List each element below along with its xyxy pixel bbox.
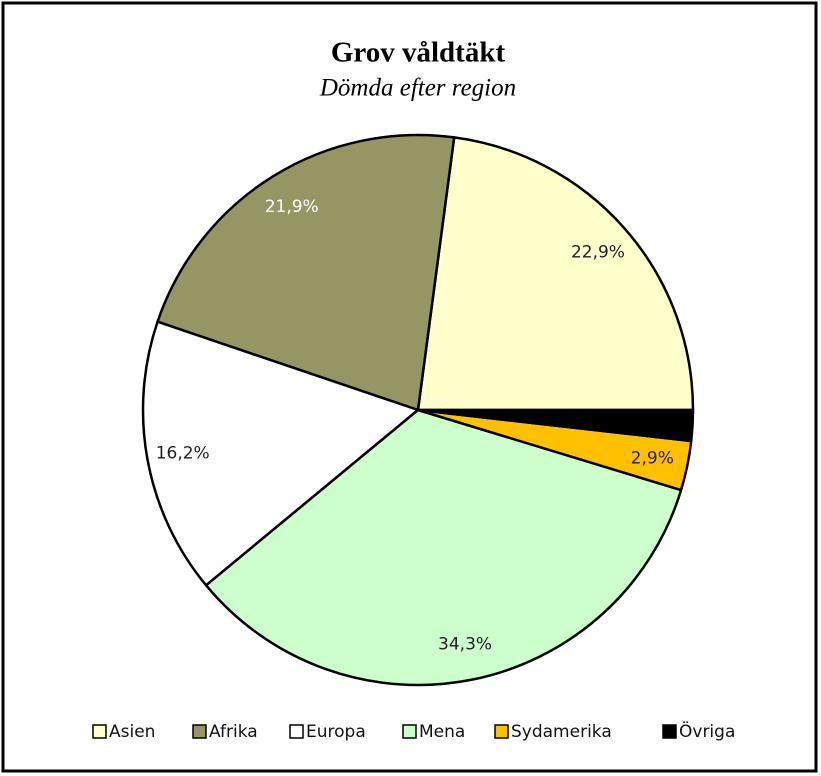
legend-swatch [662, 724, 677, 739]
legend-swatch [192, 724, 207, 739]
legend-swatch [289, 724, 304, 739]
legend-swatch [402, 724, 417, 739]
legend-label: Asien [109, 722, 155, 742]
data-label: 21,9% [265, 197, 319, 217]
pie-slice [141, 320, 420, 587]
legend-label: Europa [306, 722, 366, 742]
pie-slice [204, 408, 683, 687]
legend-label: Övriga [679, 720, 735, 742]
pie-slice [416, 136, 695, 412]
data-label: 34,3% [438, 635, 492, 655]
pie: 22,9% 21,9% 16,2% 34,3% 2,9% [141, 133, 695, 687]
data-label: 16,2% [156, 443, 210, 463]
pie-slice [156, 133, 456, 412]
data-label: 22,9% [571, 242, 625, 262]
legend-label: Afrika [209, 722, 258, 742]
legend: Asien Afrika Europa Mena Sydamerika Övriga [92, 720, 735, 742]
chart-subtitle: Dömda efter region [319, 75, 516, 102]
legend-label: Mena [419, 722, 465, 742]
legend-label: Sydamerika [511, 722, 612, 742]
data-label: 2,9% [631, 449, 674, 469]
chart-title: Grov våldtäkt [331, 37, 506, 69]
legend-swatch [494, 724, 509, 739]
legend-swatch [92, 724, 107, 739]
pie-slice [416, 408, 695, 443]
